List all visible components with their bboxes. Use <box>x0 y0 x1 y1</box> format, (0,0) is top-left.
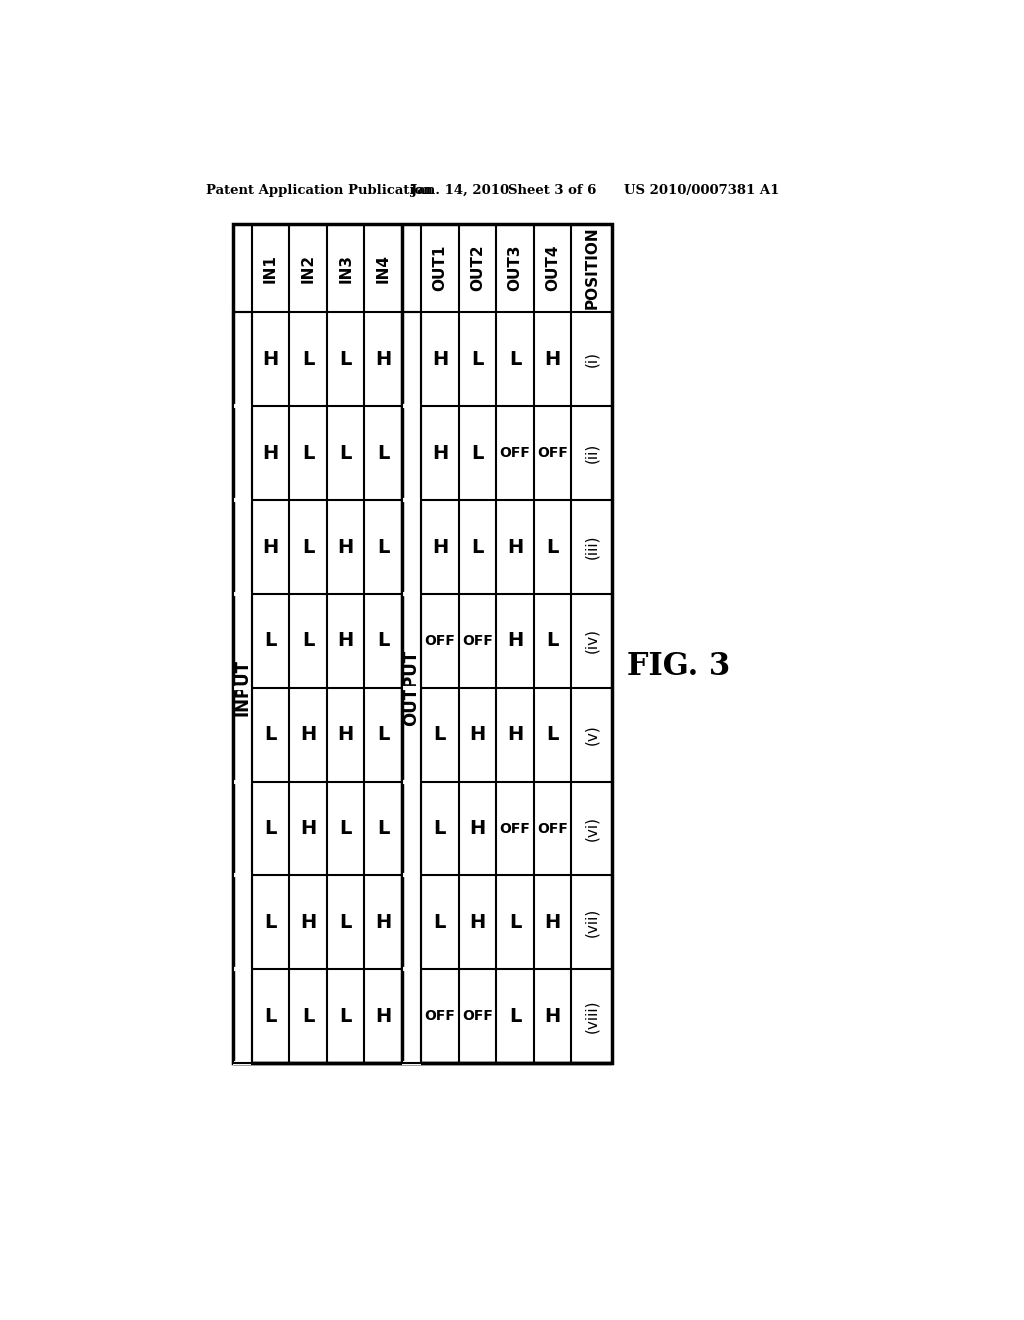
Text: H: H <box>300 818 316 838</box>
Text: L: L <box>434 913 446 932</box>
Text: IN1: IN1 <box>263 253 279 282</box>
Text: IN3: IN3 <box>338 253 353 282</box>
Text: L: L <box>264 631 276 651</box>
Text: POSITION: POSITION <box>585 227 599 309</box>
Text: H: H <box>507 725 523 744</box>
Text: H: H <box>432 537 449 557</box>
Text: FIG. 3: FIG. 3 <box>627 651 730 682</box>
Text: US 2010/0007381 A1: US 2010/0007381 A1 <box>624 185 779 197</box>
Text: IN2: IN2 <box>301 253 315 282</box>
Text: L: L <box>264 818 276 838</box>
Text: OUTPUT: OUTPUT <box>402 649 421 726</box>
Text: (v): (v) <box>585 725 599 744</box>
Text: (i): (i) <box>585 351 599 367</box>
Text: Sheet 3 of 6: Sheet 3 of 6 <box>508 185 596 197</box>
Bar <box>402 313 421 1063</box>
Text: L: L <box>264 1007 276 1026</box>
Text: L: L <box>377 725 389 744</box>
Text: L: L <box>302 537 314 557</box>
Text: H: H <box>262 350 279 368</box>
Text: L: L <box>509 1007 521 1026</box>
Text: L: L <box>377 444 389 463</box>
Text: OFF: OFF <box>425 1010 456 1023</box>
Text: (ii): (ii) <box>585 444 599 463</box>
Text: L: L <box>340 350 352 368</box>
Text: H: H <box>507 631 523 651</box>
Text: L: L <box>302 444 314 463</box>
Text: L: L <box>302 350 314 368</box>
Text: L: L <box>547 537 559 557</box>
Text: L: L <box>340 1007 352 1026</box>
Text: H: H <box>375 350 391 368</box>
Text: L: L <box>340 913 352 932</box>
Text: H: H <box>507 537 523 557</box>
Text: H: H <box>545 350 561 368</box>
Text: OFF: OFF <box>425 634 456 648</box>
Text: L: L <box>509 350 521 368</box>
Text: H: H <box>375 913 391 932</box>
Text: L: L <box>340 818 352 838</box>
Text: H: H <box>375 1007 391 1026</box>
Text: OUT3: OUT3 <box>508 246 522 292</box>
Text: H: H <box>300 913 316 932</box>
Text: (viii): (viii) <box>585 999 599 1034</box>
Text: H: H <box>545 1007 561 1026</box>
Text: L: L <box>264 725 276 744</box>
Text: (vi): (vi) <box>585 816 599 841</box>
Text: H: H <box>545 913 561 932</box>
Text: H: H <box>469 913 485 932</box>
Text: H: H <box>262 444 279 463</box>
Text: L: L <box>377 631 389 651</box>
Bar <box>232 224 612 1063</box>
Text: L: L <box>434 818 446 838</box>
Text: OUT1: OUT1 <box>432 246 447 292</box>
Text: L: L <box>471 444 483 463</box>
Text: OFF: OFF <box>500 821 530 836</box>
Text: OUT2: OUT2 <box>470 244 485 292</box>
Text: L: L <box>509 913 521 932</box>
Text: OFF: OFF <box>538 821 568 836</box>
Text: L: L <box>434 725 446 744</box>
Text: L: L <box>302 631 314 651</box>
Bar <box>232 313 252 1063</box>
Text: L: L <box>377 818 389 838</box>
Text: L: L <box>547 631 559 651</box>
Text: H: H <box>469 725 485 744</box>
Text: OFF: OFF <box>538 446 568 461</box>
Text: (iii): (iii) <box>585 535 599 560</box>
Text: OUT4: OUT4 <box>545 246 560 292</box>
Text: H: H <box>300 725 316 744</box>
Text: H: H <box>469 818 485 838</box>
Text: (iv): (iv) <box>585 628 599 653</box>
Text: Patent Application Publication: Patent Application Publication <box>206 185 432 197</box>
Text: H: H <box>338 537 353 557</box>
Text: L: L <box>302 1007 314 1026</box>
Text: (vii): (vii) <box>585 908 599 937</box>
Text: L: L <box>340 444 352 463</box>
Text: IN4: IN4 <box>376 253 391 282</box>
Text: L: L <box>377 537 389 557</box>
Text: OFF: OFF <box>462 634 493 648</box>
Text: OFF: OFF <box>462 1010 493 1023</box>
Text: L: L <box>264 913 276 932</box>
Text: H: H <box>432 350 449 368</box>
Text: INPUT: INPUT <box>233 659 251 717</box>
Text: L: L <box>471 537 483 557</box>
Text: Jan. 14, 2010: Jan. 14, 2010 <box>411 185 509 197</box>
Text: L: L <box>471 350 483 368</box>
Text: H: H <box>262 537 279 557</box>
Text: H: H <box>432 444 449 463</box>
Text: OFF: OFF <box>500 446 530 461</box>
Text: H: H <box>338 725 353 744</box>
Text: H: H <box>338 631 353 651</box>
Text: L: L <box>547 725 559 744</box>
